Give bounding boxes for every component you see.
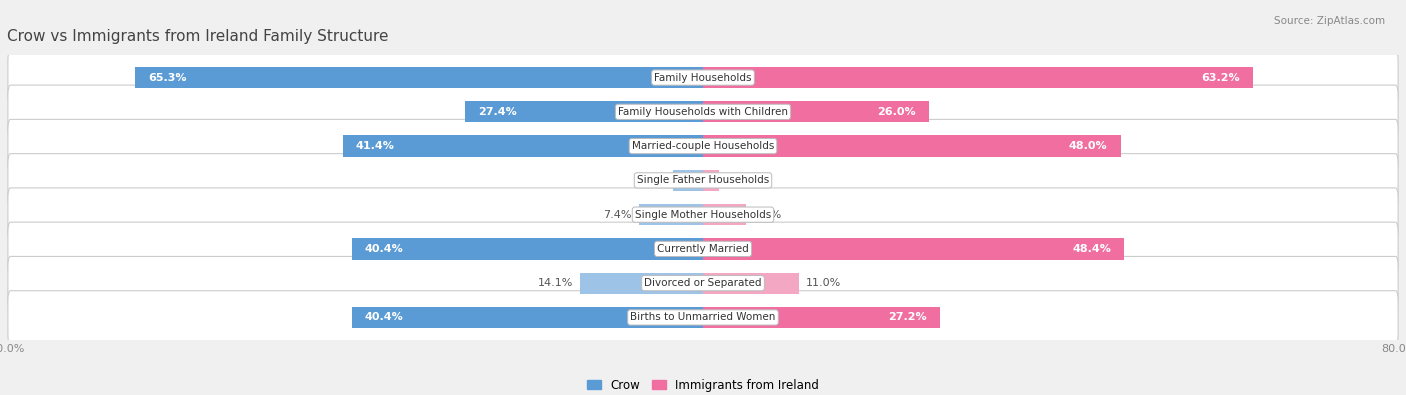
Text: Family Households with Children: Family Households with Children <box>619 107 787 117</box>
Text: Family Households: Family Households <box>654 73 752 83</box>
Text: 11.0%: 11.0% <box>806 278 841 288</box>
Bar <box>135 67 703 88</box>
Text: Single Mother Households: Single Mother Households <box>636 210 770 220</box>
FancyBboxPatch shape <box>8 256 1398 310</box>
Text: 48.4%: 48.4% <box>1073 244 1111 254</box>
Text: 27.4%: 27.4% <box>478 107 516 117</box>
Text: 14.1%: 14.1% <box>538 278 574 288</box>
Text: 1.8%: 1.8% <box>725 175 754 185</box>
Bar <box>703 307 939 328</box>
Text: Source: ZipAtlas.com: Source: ZipAtlas.com <box>1274 16 1385 26</box>
FancyBboxPatch shape <box>8 51 1398 104</box>
Text: Divorced or Separated: Divorced or Separated <box>644 278 762 288</box>
Bar <box>638 204 703 225</box>
Text: 5.0%: 5.0% <box>754 210 782 220</box>
FancyBboxPatch shape <box>8 291 1398 344</box>
Text: Births to Unmarried Women: Births to Unmarried Women <box>630 312 776 322</box>
FancyBboxPatch shape <box>8 119 1398 173</box>
Bar <box>703 101 929 122</box>
FancyBboxPatch shape <box>8 188 1398 241</box>
Text: 27.2%: 27.2% <box>889 312 927 322</box>
Bar <box>703 170 718 191</box>
Text: Single Father Households: Single Father Households <box>637 175 769 185</box>
Bar <box>703 238 1123 260</box>
Bar <box>703 273 799 294</box>
FancyBboxPatch shape <box>8 222 1398 276</box>
Text: 48.0%: 48.0% <box>1069 141 1108 151</box>
FancyBboxPatch shape <box>8 85 1398 139</box>
Bar <box>343 135 703 157</box>
Bar <box>672 170 703 191</box>
Legend: Crow, Immigrants from Ireland: Crow, Immigrants from Ireland <box>582 374 824 395</box>
Bar <box>352 238 703 260</box>
Bar <box>703 135 1121 157</box>
Bar <box>703 67 1253 88</box>
Bar <box>581 273 703 294</box>
Text: 3.5%: 3.5% <box>637 175 665 185</box>
Text: 7.4%: 7.4% <box>603 210 631 220</box>
Text: Crow vs Immigrants from Ireland Family Structure: Crow vs Immigrants from Ireland Family S… <box>7 29 388 44</box>
Bar <box>703 204 747 225</box>
Text: Married-couple Households: Married-couple Households <box>631 141 775 151</box>
Text: 65.3%: 65.3% <box>148 73 187 83</box>
Text: 40.4%: 40.4% <box>364 312 404 322</box>
Text: 63.2%: 63.2% <box>1201 73 1240 83</box>
Bar <box>464 101 703 122</box>
Text: Currently Married: Currently Married <box>657 244 749 254</box>
FancyBboxPatch shape <box>8 154 1398 207</box>
Text: 41.4%: 41.4% <box>356 141 395 151</box>
Text: 40.4%: 40.4% <box>364 244 404 254</box>
Bar <box>352 307 703 328</box>
Text: 26.0%: 26.0% <box>877 107 917 117</box>
